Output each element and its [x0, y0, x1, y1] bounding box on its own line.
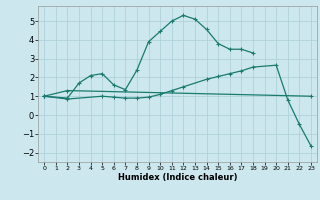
X-axis label: Humidex (Indice chaleur): Humidex (Indice chaleur)	[118, 173, 237, 182]
